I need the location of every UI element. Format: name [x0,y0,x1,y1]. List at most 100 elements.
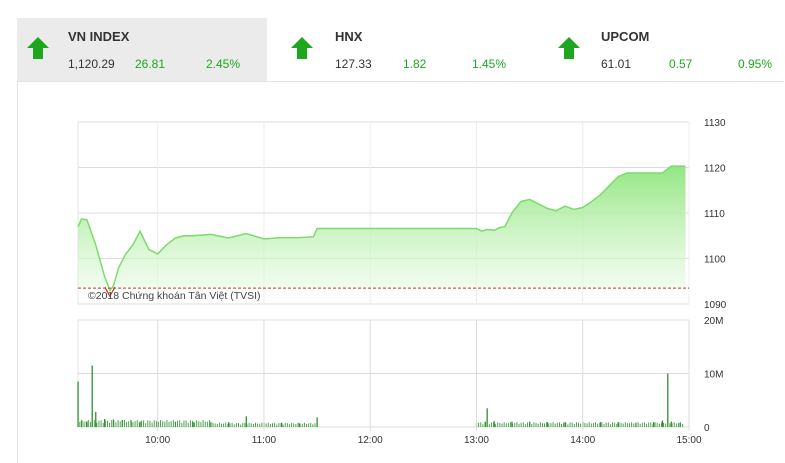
volume-bar [629,423,630,427]
volume-bar [141,420,142,427]
volume-bar [667,373,669,427]
volume-bar [246,424,248,427]
volume-bar [563,422,565,427]
volume-bar [223,423,225,427]
tab-hnx[interactable]: HNX 127.33 1.82 1.45% [281,18,531,81]
volume-bar [281,422,283,427]
chart-panel [17,81,784,463]
volume-bar [134,420,136,427]
volume-bar [194,422,196,427]
volume-bar [255,422,256,427]
volume-bar [227,422,230,427]
volume-bar [172,420,174,427]
volume-bar [533,422,535,427]
volume-bar [295,423,297,427]
volume-bar [212,422,214,427]
index-value: 127.33 [335,57,372,71]
index-change: 0.57 [669,57,693,71]
tab-upcom[interactable]: UPCOM 61.01 0.57 0.95% [548,18,785,81]
volume-bar [221,423,222,427]
volume-bar [124,420,125,427]
volume-bar [510,422,511,427]
volume-bar [238,422,239,427]
volume-bar [210,424,212,427]
volume-bar [121,421,123,427]
index-change: 26.81 [135,57,166,71]
volume-bar [177,420,179,427]
volume-bar [227,424,229,427]
volume-bar [214,423,216,427]
volume-tick-label: 20M [704,316,723,327]
volume-bar [503,422,505,427]
volume-bar [592,423,594,427]
volume-bar [633,423,635,427]
volume-bar [179,420,181,427]
volume-bar [654,422,656,427]
volume-bar [495,423,497,427]
volume-bar [556,422,558,427]
index-name: UPCOM [601,29,650,44]
volume-bar [616,423,618,427]
volume-bar [652,424,654,427]
volume-bar [675,423,677,427]
index-tabs: VN INDEX 1,120.29 26.81 2.45% HNX 127.33… [17,18,785,81]
volume-bar [242,422,244,427]
volume-bar [204,421,206,427]
volume-bar [595,422,596,427]
volume-bar [603,424,605,427]
volume-bar [507,423,509,427]
volume-bar [303,422,305,427]
volume-bar [316,417,318,427]
volume-bar [158,422,159,427]
volume-bar [87,420,89,427]
volume-bar [650,422,652,427]
volume-bar [641,422,643,427]
volume-bar [544,423,545,427]
volume-bar [200,422,202,427]
volume-bar [272,423,273,427]
volume-bar [168,421,170,427]
volume-bar [646,424,647,427]
volume-bar [677,422,679,427]
volume-bar [240,424,242,427]
time-axis: 10:00 11:00 12:00 13:00 14:00 15:00 [145,320,702,446]
volume-bar [567,424,569,427]
time-tick-label: 14:00 [570,435,595,446]
volume-bar [81,420,83,427]
volume-bar [490,422,492,427]
volume-bar [192,420,193,427]
volume-bar [231,422,233,427]
price-line [77,165,686,292]
volume-bar [196,420,198,427]
volume-bar [652,422,655,427]
volume-bar [202,420,204,427]
volume-bar [648,422,650,427]
volume-bar [248,422,250,427]
volume-bar [276,424,278,427]
volume-bar [618,422,620,427]
volume-bar [282,424,284,427]
volume-bar [198,421,200,427]
volume-bar [280,422,282,427]
volume-bar [660,422,662,427]
tab-vn-index[interactable]: VN INDEX 1,120.29 26.81 2.45% [17,18,267,81]
volume-bar [77,381,79,427]
volume-bar [575,422,577,427]
volume-bar [626,423,628,427]
volume-bar [671,423,673,427]
price-tick-label: 1130 [704,118,726,129]
volume-bar [537,423,539,427]
volume-bar [573,424,575,427]
volume-bar [297,422,299,427]
volume-bar [527,422,528,427]
volume-bar [561,423,562,427]
time-tick-label: 10:00 [145,435,170,446]
index-name: HNX [335,29,363,44]
volume-bar [119,421,121,427]
volume-bar [274,422,276,427]
volume-bar [229,423,231,427]
volume-bar [113,420,115,427]
volume-bar [667,422,669,427]
volume-bar [85,421,87,427]
volume-bar [601,422,603,427]
